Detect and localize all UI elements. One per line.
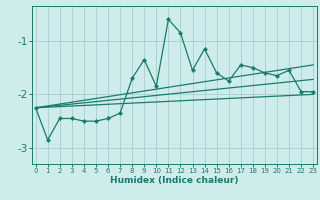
X-axis label: Humidex (Indice chaleur): Humidex (Indice chaleur) xyxy=(110,176,239,185)
